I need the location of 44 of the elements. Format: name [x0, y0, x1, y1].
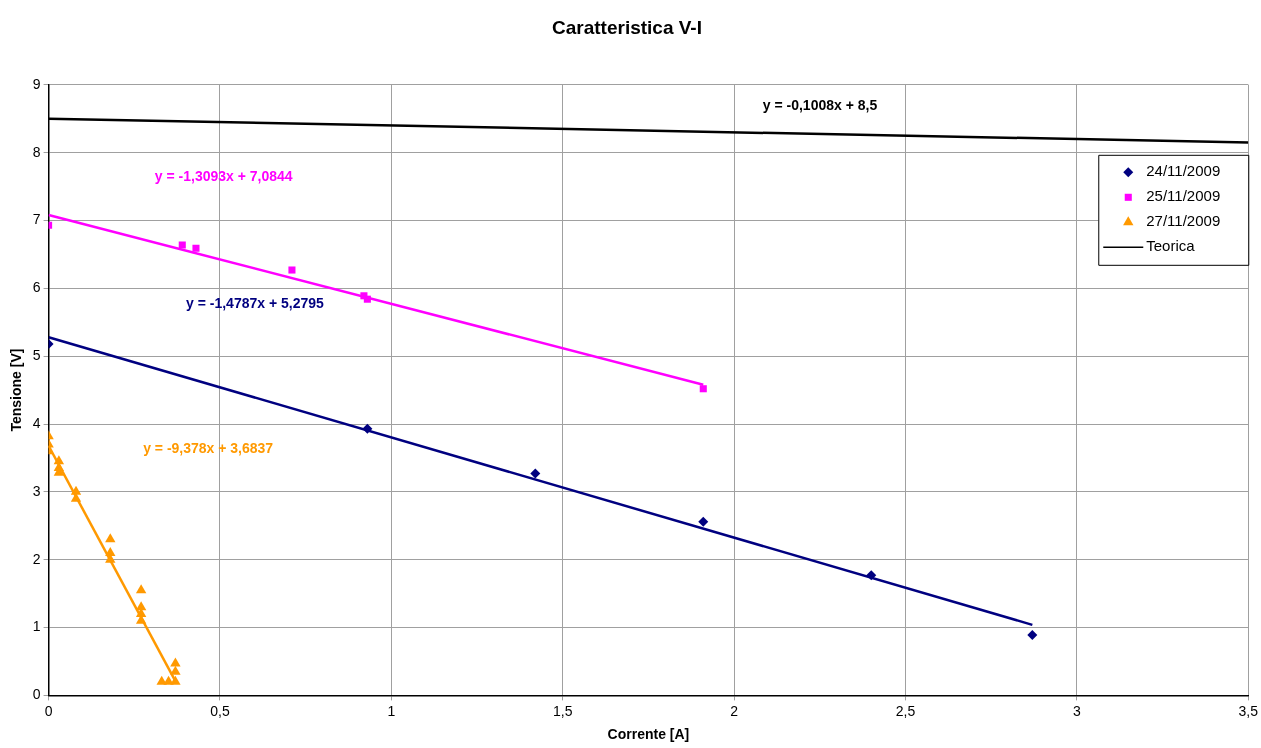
- x-tick-label: 1: [387, 702, 396, 719]
- x-tick-label: 3: [1072, 702, 1081, 719]
- y-tick-label: 6: [32, 279, 41, 296]
- legend-label: 27/11/2009: [1146, 212, 1221, 230]
- point: [866, 570, 877, 581]
- point: [192, 244, 200, 252]
- x-tick-label: 0,5: [210, 702, 230, 719]
- annotation: y = -9,378x + 3,6837: [143, 440, 274, 457]
- y-tick-label: 2: [32, 550, 41, 567]
- x-tick-label: 3,5: [1238, 702, 1259, 719]
- x-tick-label: 1,5: [553, 702, 573, 719]
- annotation: y = -0,1008x + 8,5: [762, 97, 878, 114]
- x-tick-label: 2,5: [895, 702, 916, 719]
- x-tick-label: 2: [730, 702, 739, 719]
- point: [288, 266, 296, 274]
- point: [170, 665, 181, 675]
- chart-title: Caratteristica V-I: [552, 16, 702, 38]
- point: [70, 485, 82, 495]
- point: [170, 675, 181, 685]
- y-tick-label: 8: [32, 143, 41, 160]
- point: [105, 533, 116, 543]
- y-tick-label: 9: [32, 75, 41, 92]
- x-tick-label: 0: [44, 702, 53, 719]
- y-tick-label: 3: [32, 482, 41, 499]
- point: [178, 241, 186, 249]
- x-axis-title: Corrente [A]: [607, 726, 690, 743]
- annotation: y = -1,3093x + 7,0844: [154, 168, 293, 185]
- annotation: y = -1,4787x + 5,2795: [186, 295, 325, 312]
- y-tick-label: 4: [32, 414, 41, 431]
- point: [135, 584, 147, 594]
- y-tick-label: 0: [32, 686, 41, 703]
- y-tick-label: 1: [32, 618, 41, 635]
- point: [699, 385, 707, 393]
- point: [105, 546, 116, 556]
- point: [530, 468, 541, 479]
- legend-label: 25/11/2009: [1146, 187, 1221, 205]
- legend-label: Teorica: [1146, 237, 1196, 255]
- point: [362, 423, 373, 434]
- y-tick-label: 5: [32, 347, 41, 364]
- point: [170, 657, 181, 667]
- legend-label: 24/11/2009: [1146, 162, 1221, 180]
- y-tick-label: 7: [32, 211, 41, 228]
- point: [698, 516, 709, 527]
- y-axis-title: Tensione [V]: [8, 348, 25, 432]
